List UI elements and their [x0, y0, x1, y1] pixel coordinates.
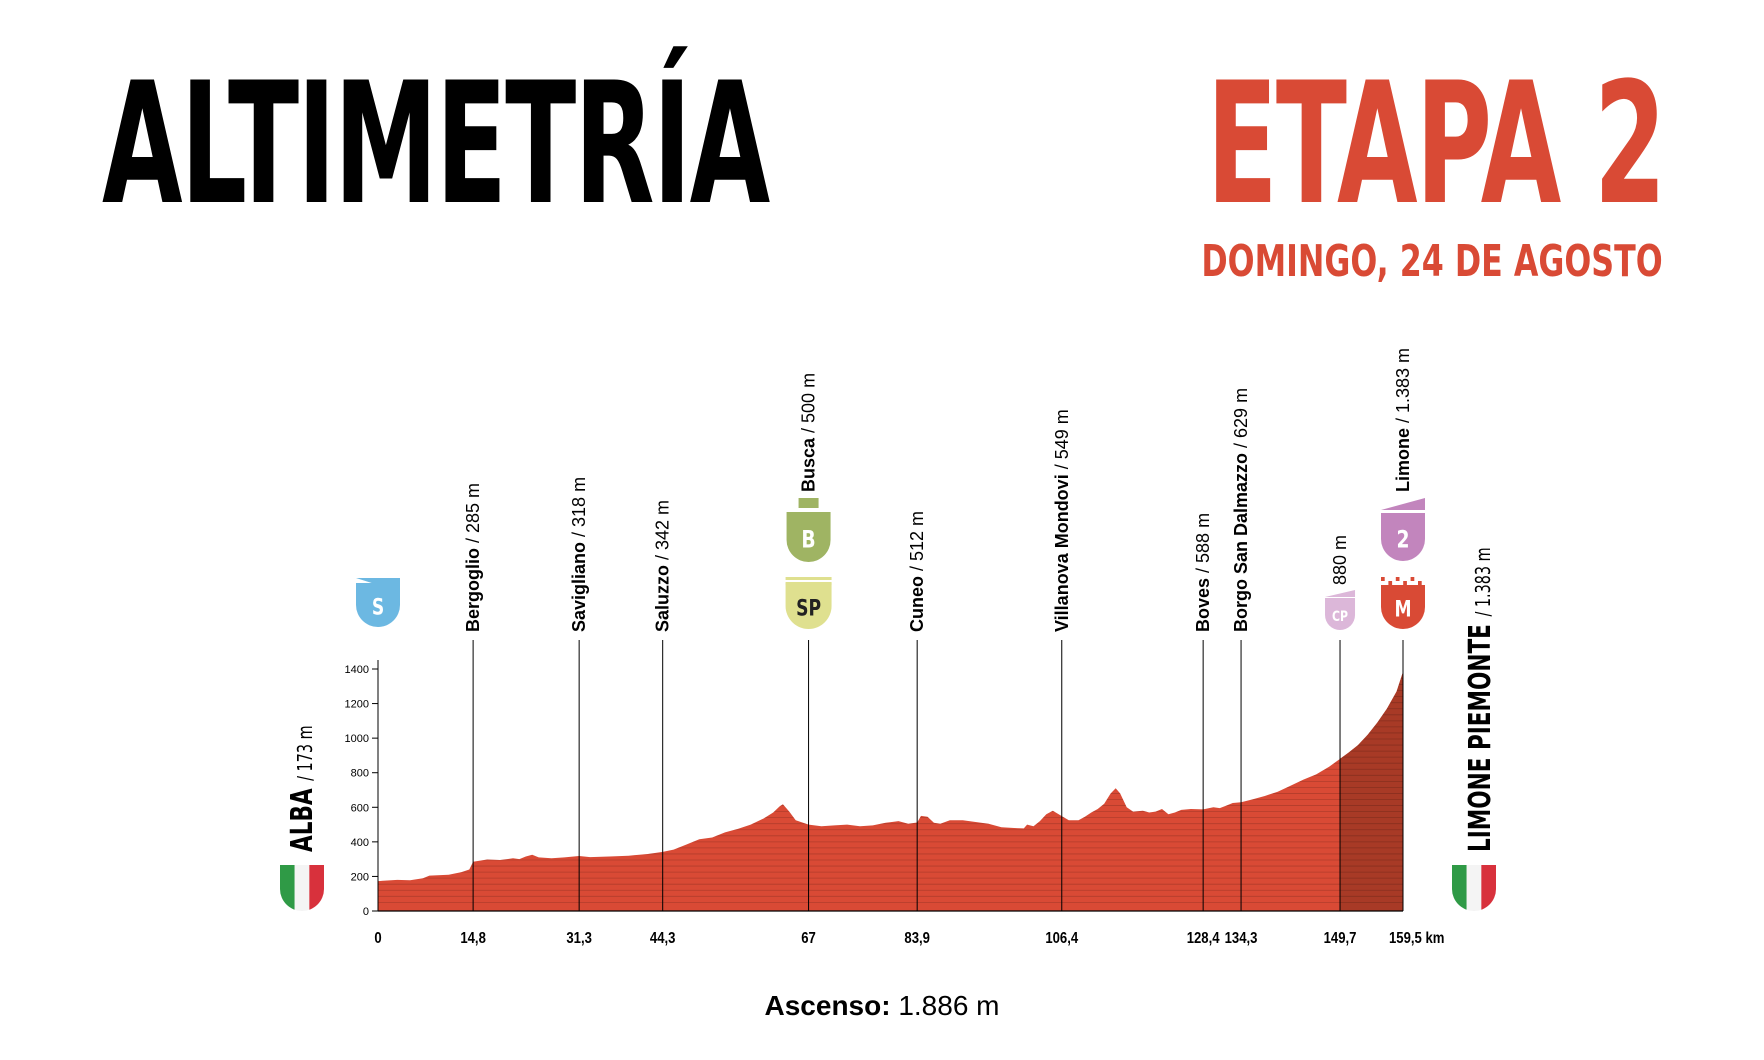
- place-name: Bergoglio: [463, 543, 483, 632]
- x-tick-label: 31,3: [566, 930, 592, 947]
- flag-red: [1481, 865, 1496, 911]
- place-altitude: / 512 m: [907, 511, 927, 571]
- start-town-name: ALBA: [286, 781, 320, 852]
- place-name: Cuneo: [907, 571, 927, 632]
- place-altitude: / 500 m: [799, 373, 819, 433]
- place-label: Bergoglio / 285 m: [463, 483, 483, 632]
- place-altitude: / 342 m: [653, 500, 673, 560]
- x-tick-label: 106,4: [1045, 930, 1079, 947]
- flag-green: [280, 865, 295, 911]
- cp-flag-tip: [1325, 590, 1356, 597]
- page-title: ALTIMETRÍA: [102, 46, 770, 242]
- stage-date: DOMINGO, 24 DE AGOSTO: [1201, 236, 1663, 287]
- y-tick-label: 0: [363, 906, 369, 918]
- bonus-badge-label: B: [801, 526, 815, 554]
- finish-town: LIMONE PIEMONTE / 1.383 m: [1464, 547, 1498, 852]
- place-name: Saluzzo: [653, 560, 673, 632]
- start-badge: [356, 583, 400, 627]
- y-tick-label: 200: [351, 871, 369, 883]
- start-town: ALBA / 173 m: [286, 725, 320, 852]
- place-label: Saluzzo / 342 m: [653, 500, 673, 632]
- y-tick-label: 1000: [345, 733, 369, 745]
- finish-checker: [1418, 581, 1422, 585]
- place-name: Borgo San Dalmazzo: [1231, 448, 1251, 632]
- y-tick-label: 1200: [345, 699, 369, 711]
- place-label: Boves / 588 m: [1193, 513, 1213, 632]
- x-tick-label: 134,3: [1225, 930, 1258, 947]
- place-altitude: / 629 m: [1231, 388, 1251, 448]
- climb-cat2-badge-label: 2: [1396, 526, 1409, 554]
- flag-white: [1466, 865, 1482, 911]
- x-tick-label: 67: [801, 930, 816, 947]
- y-tick-label: 800: [351, 768, 369, 780]
- x-tick-label: 149,7: [1324, 930, 1357, 947]
- place-name: Savigliano: [569, 537, 589, 632]
- x-tick-label: 44,3: [650, 930, 676, 947]
- flag-white: [294, 865, 310, 911]
- place-altitude: / 285 m: [463, 483, 483, 543]
- place-label: Busca / 500 m: [799, 373, 819, 492]
- finish-checker: [1395, 577, 1400, 581]
- finish-checker: [1388, 581, 1393, 585]
- climb-cat2-badge: [1381, 513, 1425, 561]
- place-name: Villanova Mondovi: [1052, 469, 1072, 632]
- sprint-badge-label: SP: [796, 596, 821, 622]
- finish-flag-icon: [1452, 865, 1496, 911]
- finish-town-name: LIMONE PIEMONTE: [1464, 617, 1498, 852]
- start-flag-tip: [356, 578, 400, 592]
- final-climb-section: [1340, 671, 1403, 911]
- finish-checker: [1403, 581, 1407, 585]
- place-altitude: 880 m: [1330, 535, 1350, 585]
- flag-red: [309, 865, 324, 911]
- bonus-badge: [786, 512, 831, 562]
- bonus-badge-cap: [798, 498, 819, 508]
- ascent-value: 1.886 m: [898, 990, 1000, 1021]
- elevation-profile: [378, 671, 1403, 911]
- y-tick-label: 1400: [345, 664, 369, 676]
- y-tick-label: 600: [351, 802, 369, 814]
- place-altitude: / 588 m: [1193, 513, 1213, 573]
- start-badge-label: S: [372, 595, 384, 621]
- x-tick-label: 83,9: [904, 930, 930, 947]
- place-label: Savigliano / 318 m: [569, 477, 589, 632]
- place-label: 880 m: [1330, 535, 1350, 585]
- place-label: Cuneo / 512 m: [907, 511, 927, 632]
- cat2-flag-tip: [1381, 498, 1425, 510]
- start-flag-icon: [280, 865, 324, 911]
- place-name: Busca: [799, 433, 819, 492]
- ascent-label: Ascenso:: [764, 990, 891, 1021]
- flag-green: [1452, 865, 1467, 911]
- place-label: Limone / 1.383 m: [1393, 348, 1413, 492]
- x-tick-label: 14,8: [460, 930, 486, 947]
- finish-checker: [1410, 577, 1415, 581]
- place-name: Limone: [1393, 423, 1413, 492]
- finish-checker: [1381, 577, 1385, 581]
- start-town-alt: / 173 m: [295, 725, 318, 780]
- y-tick-label: 400: [351, 837, 369, 849]
- x-tick-label: 159,5 km: [1389, 930, 1444, 947]
- cp-badge: [1325, 598, 1356, 631]
- finish-badge-label: M: [1394, 597, 1411, 623]
- finish-town-alt: / 1.383 m: [1473, 547, 1496, 616]
- place-name: Boves: [1193, 573, 1213, 632]
- place-altitude: / 1.383 m: [1393, 348, 1413, 423]
- x-tick-label: 128,4: [1187, 930, 1221, 947]
- cp-badge-label: CP: [1332, 608, 1348, 625]
- place-label: Borgo San Dalmazzo / 629 m: [1231, 388, 1251, 632]
- stage-title: ETAPA 2: [1206, 46, 1666, 242]
- ascent-summary: Ascenso: 1.886 m: [0, 990, 1764, 1022]
- sprint-badge-stripe: [785, 582, 832, 585]
- x-tick-label: 0: [374, 930, 381, 947]
- finish-badge: [1381, 585, 1425, 629]
- place-altitude: / 549 m: [1052, 409, 1072, 469]
- sprint-badge-stripe: [785, 577, 832, 580]
- place-altitude: / 318 m: [569, 477, 589, 537]
- sprint-badge: [785, 583, 832, 629]
- place-label: Villanova Mondovi / 549 m: [1052, 409, 1072, 632]
